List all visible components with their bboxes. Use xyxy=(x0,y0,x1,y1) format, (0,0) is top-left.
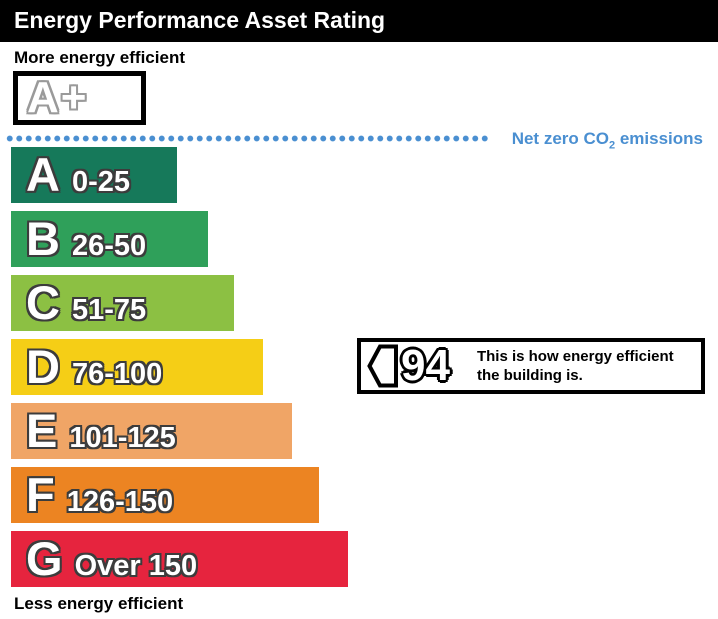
net-zero-suffix: emissions xyxy=(615,129,703,148)
band-range: 76-100 xyxy=(71,358,163,390)
aplus-box: A+ xyxy=(13,71,146,125)
aplus-label: A+ xyxy=(27,73,89,122)
rating-value: 94 xyxy=(401,341,450,390)
rating-description: This is how energy efficient the buildin… xyxy=(476,347,674,385)
rating-indicator-box: 94 This is how energy efficient the buil… xyxy=(357,338,705,394)
band-row-d: D 76-100 xyxy=(11,339,263,395)
band-range: 101-125 xyxy=(69,422,176,454)
band-letter: C xyxy=(26,276,60,329)
net-zero-dotted-line xyxy=(5,134,489,143)
net-zero-label: Net zero CO2 emissions xyxy=(512,129,703,151)
more-efficient-label: More energy efficient xyxy=(14,48,185,67)
band-range: 51-75 xyxy=(71,294,147,326)
band-row-c: C 51-75 xyxy=(11,275,234,331)
band-row-g: G Over 150 xyxy=(11,531,348,587)
page-title: Energy Performance Asset Rating xyxy=(14,7,386,33)
band-range: 0-25 xyxy=(71,166,130,198)
band-row-e: E 101-125 xyxy=(11,403,292,459)
band-letter: E xyxy=(26,404,58,457)
less-efficient-label: Less energy efficient xyxy=(14,594,184,613)
left-arrow-icon xyxy=(367,344,398,388)
band-letter: B xyxy=(26,212,60,265)
band-range: 126-150 xyxy=(66,486,174,518)
header-bar: Energy Performance Asset Rating xyxy=(0,0,718,42)
band-letter: F xyxy=(26,468,55,521)
band-letter: A xyxy=(26,148,60,201)
band-row-a: A 0-25 xyxy=(11,147,177,203)
band-row-b: B 26-50 xyxy=(11,211,208,267)
net-zero-subscript: 2 xyxy=(609,139,616,152)
net-zero-text: Net zero CO xyxy=(511,129,609,148)
band-range: 26-50 xyxy=(71,230,147,262)
band-row-f: F 126-150 xyxy=(11,467,319,523)
band-letter: G xyxy=(26,532,63,585)
band-range: Over 150 xyxy=(74,550,198,582)
band-letter: D xyxy=(26,340,60,393)
